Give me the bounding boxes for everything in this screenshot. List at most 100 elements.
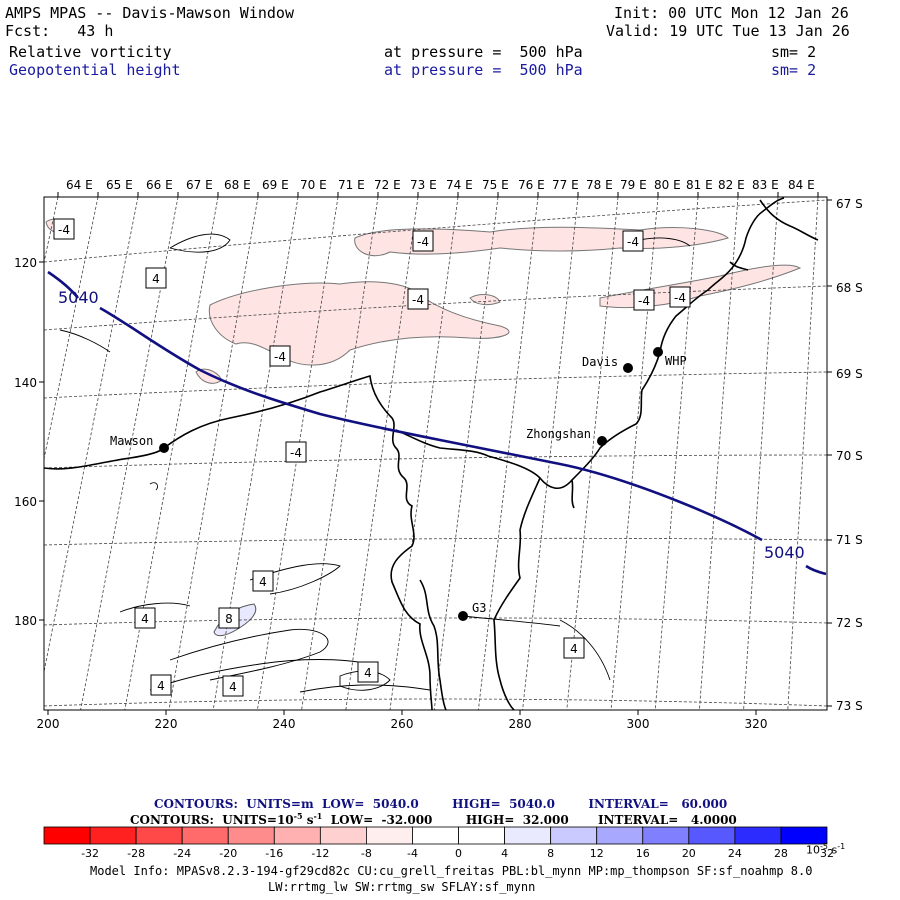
colorbar-tick-label: 24 [728,847,742,860]
map-title: AMPS MPAS -- Davis-Mawson Window [5,4,294,22]
lon-label: 68 E [224,178,251,192]
init-time: Init: 00 UTC Mon 12 Jan 26 [614,4,849,22]
longitude-line [212,197,299,710]
vorticity-label: 8 [225,612,233,626]
longitude-line [168,197,259,710]
colorbar-tick-label: -12 [311,847,329,860]
field2-name: Geopotential height [9,61,181,79]
colorbar-swatch [734,826,782,845]
x-label: 260 [391,717,414,731]
station-dot-zhongshan [597,436,607,446]
vorticity-label: -4 [674,291,686,305]
lon-label: 78 E [586,178,613,192]
colorbar-tick-label: 4 [501,847,508,860]
lon-label: 75 E [482,178,509,192]
colorbar-unit: 10-5 s-1 [806,842,845,857]
colorbar-swatch [458,826,505,845]
longitude-line [522,197,579,710]
colorbar-unit-s: s [827,843,838,857]
colorbar-tick-label: 32 [820,847,834,860]
colorbar-swatch [227,826,275,845]
vorticity-label-box [412,230,434,252]
plot-frame [43,196,828,711]
lon-label: 69 E [262,178,289,192]
lon-label: 66 E [146,178,173,192]
colorbar-unit-base: 10 [806,843,820,857]
x-label: 280 [509,717,532,731]
field2-smoothing: sm= 2 [771,61,817,79]
vorticity-label: 4 [364,666,372,680]
vorticity-label: -4 [417,235,429,249]
vorticity-contour-info-exp: -5 [293,811,303,821]
colorbar-swatch [366,826,413,845]
station-label-g3: G3 [472,601,486,615]
vorticity-label-box [357,661,379,683]
vorticity-label: 4 [570,642,578,656]
colorbar-tick-label: 20 [682,847,696,860]
latitude-line-67s [44,199,827,263]
station-label-davis: Davis [582,355,618,369]
vorticity-label: -4 [638,294,650,308]
vorticity-label: 4 [157,679,165,693]
lat-label: 70 S [836,449,863,463]
x-label: 320 [745,717,768,731]
g3-transect-line [462,615,561,627]
colorbar-tick-label: -28 [127,847,145,860]
vorticity-region [469,294,501,306]
longitude-line [610,197,659,710]
longitude-line [433,197,499,710]
longitude-line [478,197,539,710]
latitude-line-69s [44,371,827,399]
colorbar-swatch [550,826,598,845]
vorticity-label: -4 [58,223,70,237]
longitude-line [787,197,819,710]
field1-name: Relative vorticity [9,43,172,61]
longitude-line [257,197,339,710]
vorticity-label: 4 [141,612,149,626]
colorbar-swatch [642,826,690,845]
vorticity-label-box [269,345,291,367]
lon-label: 70 E [300,178,327,192]
top-longitude-labels: 64 E 65 E 66 E 67 E 68 E 69 E 70 E 71 E … [66,178,815,192]
y-label: 180 [14,614,37,628]
longitude-line [124,197,219,710]
lon-label: 83 E [752,178,779,192]
colorbar-tick-label: 28 [774,847,788,860]
colorbar: -32 -28 -24 -20 -16 -12 -8 -4 0 4 8 12 16 20 24 28 32 [43,826,834,860]
vorticity-labels: -4 -4 -4 -4 -4 -4 -4 -4 4 4 4 4 4 4 4 8 [53,218,691,697]
colorbar-tick-label: 12 [590,847,604,860]
lat-label: 68 S [836,281,863,295]
coastline [44,197,819,710]
vorticity-region [599,264,802,309]
vorticity-label: 4 [259,575,267,589]
vorticity-contour-info-a: CONTOURS: UNITS=10 [130,813,294,827]
station-dot-davis [623,363,633,373]
lon-label: 80 E [654,178,681,192]
latitude-line-68s [44,285,827,331]
vorticity-label-box [622,230,644,252]
lon-label: 67 E [186,178,213,192]
lon-label: 77 E [552,178,579,192]
longitude-line [699,197,739,710]
latitude-line-73s [44,698,827,707]
map-plot-area [44,197,827,710]
lon-label: 64 E [66,178,93,192]
colorbar-swatch [181,826,229,845]
vorticity-label-box [252,570,274,592]
longitude-line [44,197,139,674]
vorticity-label-box [134,607,156,629]
vorticity-contour-info-c: LOW= -32.000 HIGH= 32.000 INTERVAL= 4.00… [322,813,737,827]
vorticity-label-box [218,607,240,629]
vorticity-label-box [633,289,655,311]
latitude-line-72s [44,617,827,626]
colorbar-unit-exp2: -1 [837,842,846,851]
station-labels: Mawson Davis WHP Zhongshan G3 [110,354,687,615]
lon-label: 76 E [518,178,545,192]
vorticity-label: -4 [290,446,302,460]
latitude-line-71s [44,537,827,546]
colorbar-tick-label: -24 [173,847,191,860]
lon-label: 79 E [620,178,647,192]
lat-label: 73 S [836,699,863,713]
latitude-grid [44,199,827,707]
